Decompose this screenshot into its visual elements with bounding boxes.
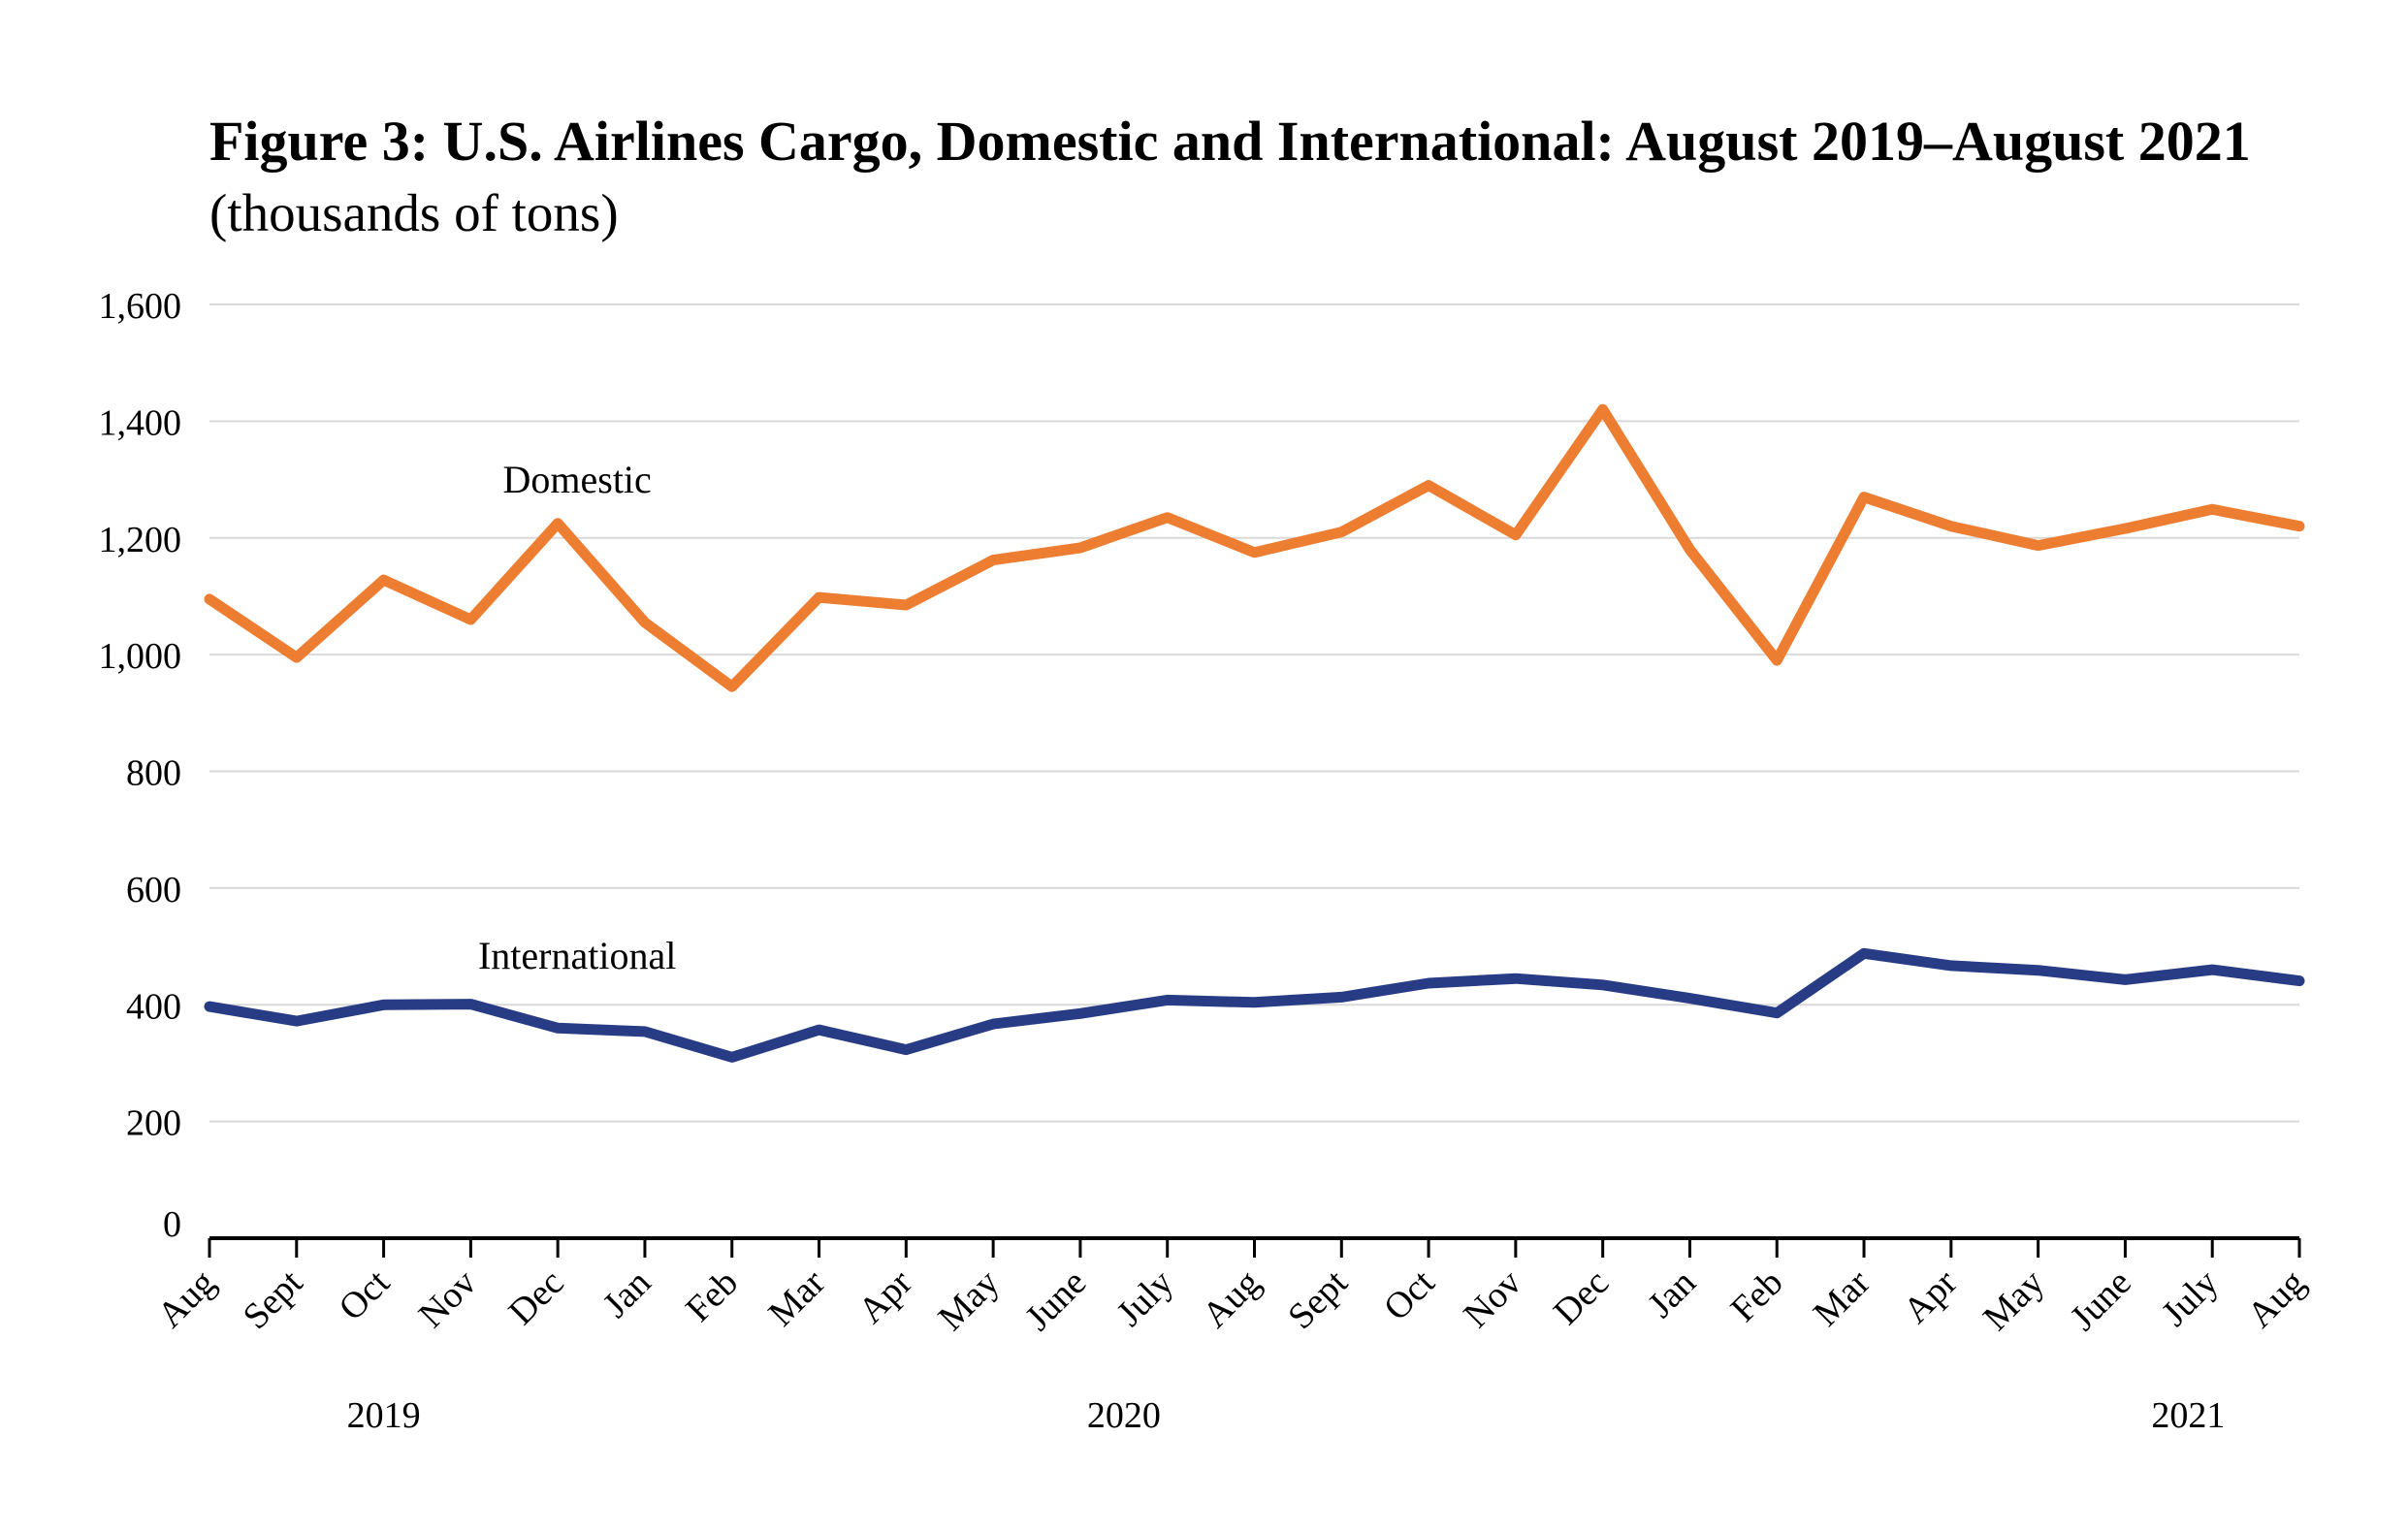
x-tick-label: Apr [1896,1261,1966,1331]
x-tick-label: Sept [1280,1261,1356,1337]
x-tick-label: May [931,1262,1008,1339]
x-tick-label: July [2154,1262,2227,1335]
y-tick-label: 200 [126,1103,181,1144]
x-tick-label: Oct [331,1261,398,1328]
series-label-domestic: Domestic [503,458,652,501]
y-axis-tick-labels: 0 200 400 600 800 1,000 1,200 1,400 1,600 [99,286,182,1245]
chart-subtitle: (thousands of tons) [209,183,619,242]
series-line-domestic [204,403,2305,692]
y-tick-label: 1,600 [99,286,182,327]
y-tick-label: 600 [126,870,181,910]
x-tick-label: Jan [1640,1262,1704,1326]
x-tick-label: May [1975,1262,2052,1339]
year-label: 2021 [2151,1395,2225,1436]
x-tick-label: Aug [2239,1262,2313,1336]
x-tick-label: Sept [236,1261,311,1337]
x-tick-label: Jan [595,1262,659,1326]
y-tick-label: 1,200 [99,520,182,560]
y-tick-label: 400 [126,986,181,1027]
x-tick-label: July [1109,1262,1182,1335]
series-label-international: International [478,934,676,977]
chart-title: Figure 3: U.S. Airlines Cargo, Domestic … [209,110,2251,173]
x-tick-label: June [2063,1262,2139,1339]
x-tick-label: Mar [760,1261,833,1334]
x-tick-label: Oct [1376,1261,1443,1328]
x-tick-label: Aug [149,1262,223,1336]
y-tick-label: 1,400 [99,402,182,443]
x-tick-label: Aug [1195,1262,1268,1336]
x-tick-label: Feb [1723,1262,1791,1330]
x-tick-label: Nov [411,1262,485,1336]
x-tick-label: Mar [1806,1261,1878,1334]
gridlines [209,303,2299,1123]
y-tick-label: 800 [126,753,181,794]
series-line-international [204,947,2305,1063]
x-tick-label: June [1017,1262,1094,1339]
x-tick-label: Apr [851,1261,920,1331]
x-axis: Aug Sept Oct Nov Dec Jan Feb Mar Apr May June July A… [149,1236,2313,1436]
x-tick-label: Nov [1456,1262,1529,1336]
x-tick-label: Dec [501,1262,572,1333]
year-label: 2020 [1087,1395,1161,1436]
y-tick-label: 1,000 [99,636,182,677]
y-tick-label: 0 [163,1204,181,1245]
x-tick-label: Feb [678,1262,746,1330]
x-tick-label: Dec [1546,1262,1617,1333]
series-lines: Domestic International [204,403,2305,1063]
year-label: 2019 [347,1395,421,1436]
